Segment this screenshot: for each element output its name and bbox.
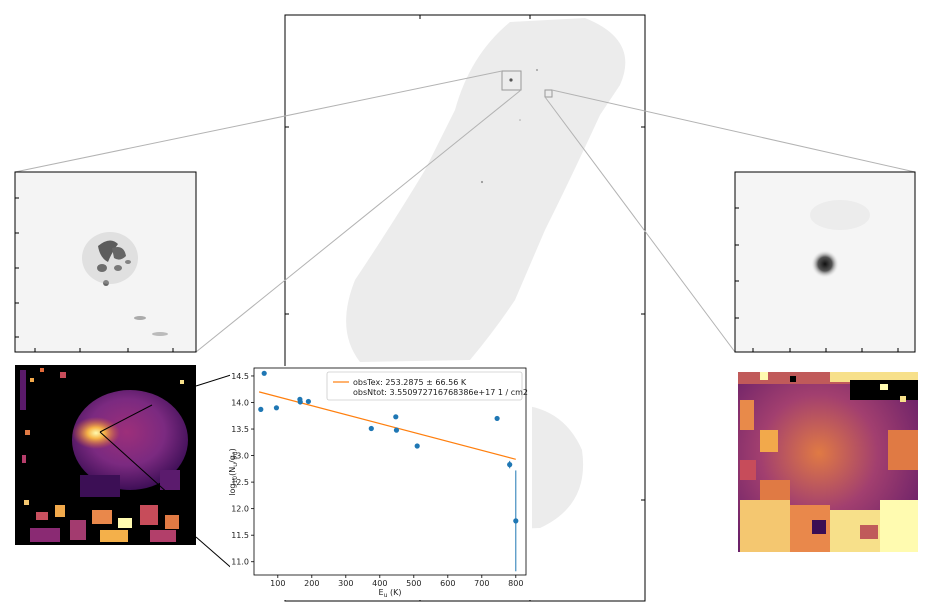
left-colormap-hotspot <box>72 417 120 449</box>
left-colormap-noise <box>20 368 184 542</box>
data-point <box>513 518 519 524</box>
chart-legend-entry-ntot: obsNtot: 3.550972716768386e+17 1 / cm2 <box>353 388 528 397</box>
x-tick-label: 800 <box>508 579 523 588</box>
left-zoom-ticks <box>15 197 174 352</box>
right-zoom-panel <box>734 171 916 353</box>
chart-data-points <box>258 370 519 524</box>
data-point <box>368 425 374 432</box>
x-tick-label: 400 <box>372 579 387 588</box>
data-point <box>305 398 311 405</box>
zoom-box-large <box>501 70 522 91</box>
data-point <box>414 443 420 449</box>
right-zoom-halo <box>810 200 870 230</box>
rotation-diagram: 100 200 300 400 500 600 700 800 11.0 11.5 12.0 12.… <box>228 366 532 600</box>
y-tick-label: 11.0 <box>231 558 249 567</box>
x-tick-label: 300 <box>338 579 353 588</box>
y-tick-label: 13.5 <box>231 425 249 434</box>
left-zoom-frame <box>14 171 197 353</box>
left-colormap-bubble <box>72 390 188 490</box>
data-point <box>507 462 513 468</box>
right-zoom-ticks <box>735 207 899 352</box>
data-point <box>393 414 399 420</box>
main-map-source-1 <box>509 78 513 82</box>
data-point <box>261 370 267 376</box>
x-tick-label: 600 <box>440 579 455 588</box>
main-map-source-4 <box>519 119 521 121</box>
x-tick-label: 700 <box>474 579 489 588</box>
main-map-source-3 <box>480 180 484 184</box>
right-zoom-source <box>811 250 839 278</box>
y-tick-label: 14.5 <box>231 372 249 381</box>
chart-legend-entry-tex: obsTex: 253.2875 ± 66.56 K <box>353 378 467 387</box>
chart-legend: obsTex: 253.2875 ± 66.56 K obsNtot: 3.55… <box>326 371 528 401</box>
main-map-source-2 <box>536 69 538 71</box>
chart-plot-area <box>253 367 527 576</box>
zoom-box-small <box>544 89 553 98</box>
survey-coverage-region <box>346 18 626 362</box>
chart-x-axis-label: Eu (K) <box>379 588 402 599</box>
y-tick-label: 14.0 <box>231 399 249 408</box>
chart-y-ticks: 11.0 11.5 12.0 12.5 13.0 13.5 14.0 14.5 <box>231 372 254 567</box>
data-point <box>258 406 264 412</box>
chart-x-ticks: 100 200 300 400 500 600 700 800 <box>270 575 523 588</box>
left-zoom-emission <box>82 232 168 336</box>
x-tick-label: 200 <box>304 579 319 588</box>
y-tick-label: 13.0 <box>231 452 249 461</box>
data-point <box>273 405 280 411</box>
data-point <box>494 415 500 422</box>
chart-y-axis-label: log10(Nu/gu) <box>228 448 239 495</box>
right-colormap-noise <box>738 372 918 552</box>
x-tick-label: 100 <box>270 579 285 588</box>
y-tick-label: 12.5 <box>231 478 249 487</box>
chart-legend-box <box>326 371 523 401</box>
right-colormap-panel <box>738 372 918 552</box>
zoom-connector-lines <box>14 70 916 353</box>
data-point <box>393 427 400 433</box>
data-point <box>297 399 303 405</box>
x-tick-label: 500 <box>406 579 421 588</box>
y-tick-label: 11.5 <box>231 531 249 540</box>
left-zoom-panel <box>14 171 197 353</box>
y-tick-label: 12.0 <box>231 505 249 514</box>
left-colormap-panel <box>15 365 196 545</box>
